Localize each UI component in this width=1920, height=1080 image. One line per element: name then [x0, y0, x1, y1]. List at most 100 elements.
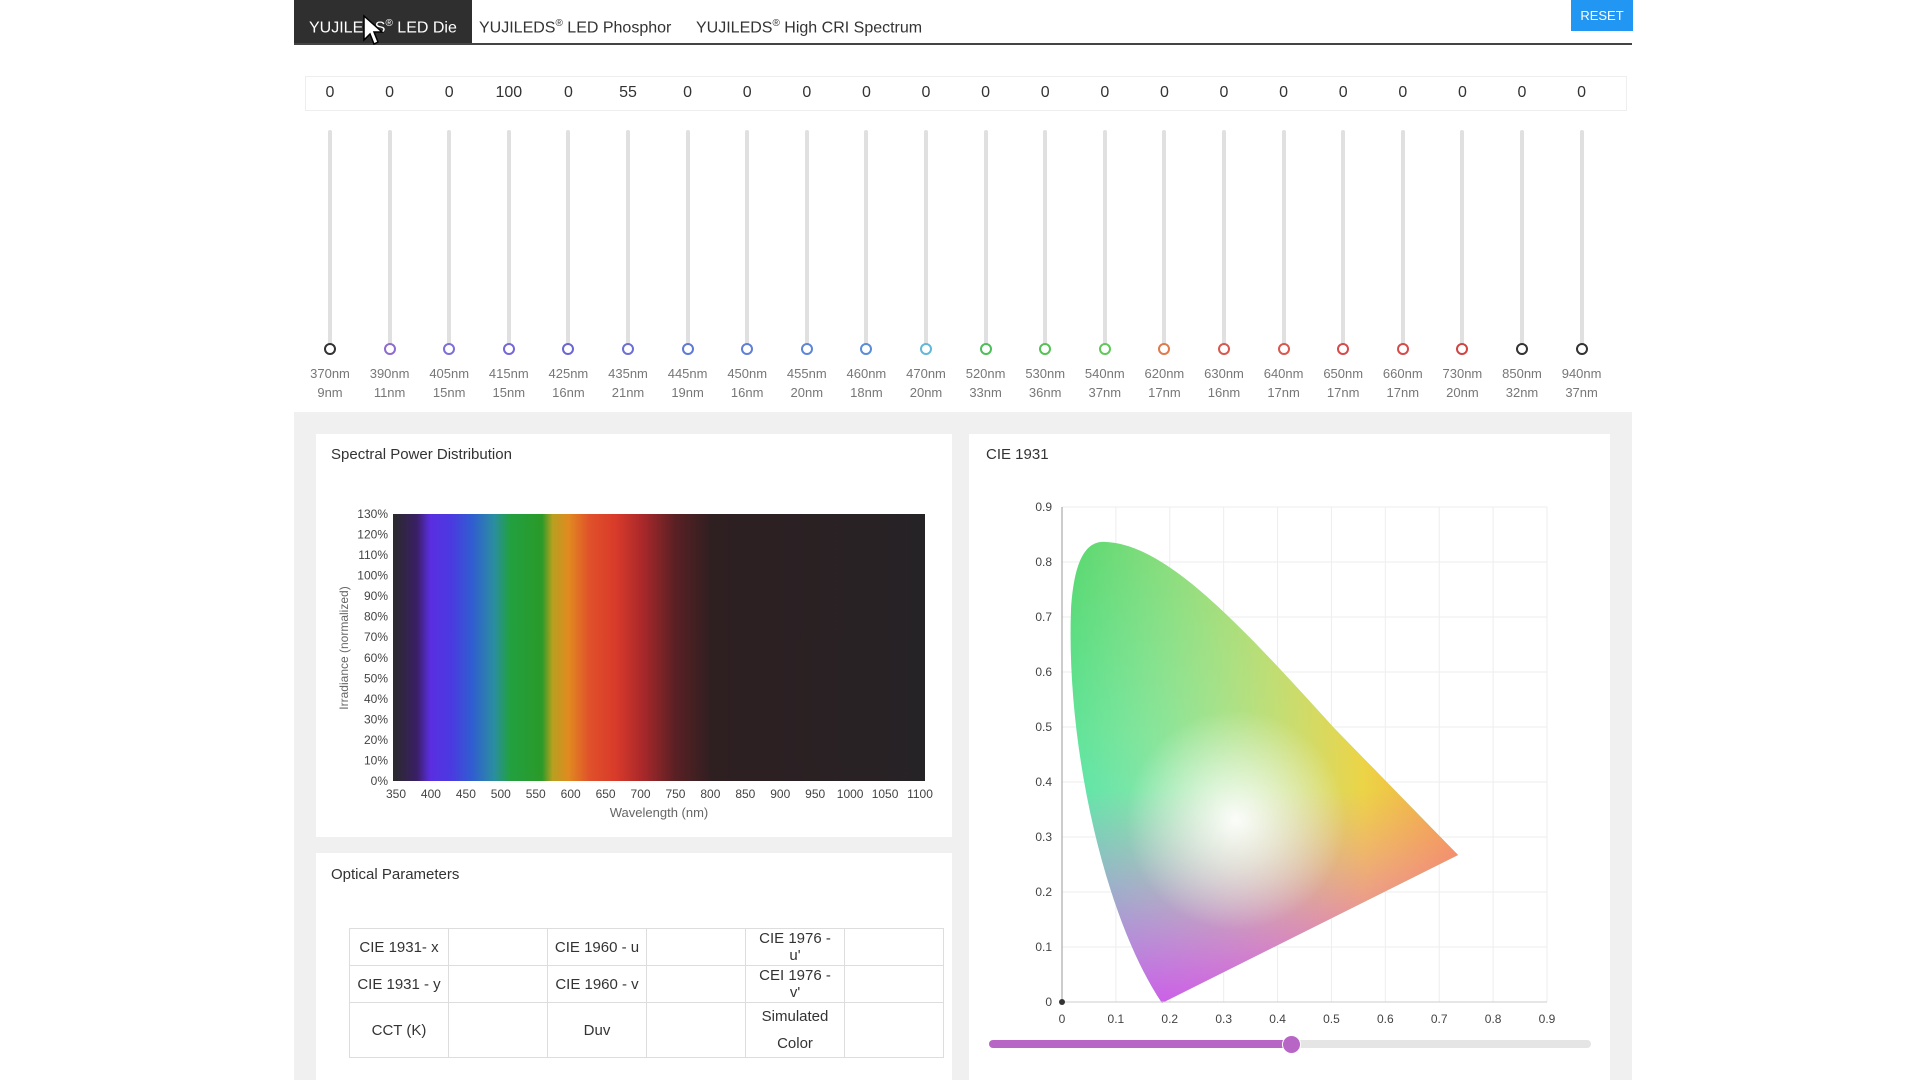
channel-value[interactable]: 100: [495, 84, 523, 101]
cie-slider-fill: [989, 1040, 1290, 1048]
channel-label: 530nm 36nm: [1013, 364, 1077, 402]
channel-slider-track[interactable]: [1162, 130, 1167, 350]
channel-slider-track[interactable]: [864, 130, 869, 350]
channel-slider-handle[interactable]: [443, 343, 456, 355]
channel-slider-track[interactable]: [566, 130, 571, 350]
table-row: CIE 1931 - y CIE 1960 - v CEI 1976 - v': [349, 965, 944, 1003]
cie-y-tick: 0.4: [1035, 775, 1052, 789]
channel-value[interactable]: 0: [1219, 84, 1229, 101]
channel-slider-track[interactable]: [1460, 130, 1465, 350]
spd-x-tick: 850: [735, 787, 755, 801]
channel-value[interactable]: 0: [1517, 84, 1527, 101]
channel-value[interactable]: 0: [1577, 84, 1587, 101]
tab-label-suffix: LED Phosphor: [562, 19, 672, 37]
channel-slider-handle[interactable]: [502, 343, 515, 355]
channel-slider-handle[interactable]: [1516, 343, 1528, 355]
channel-value[interactable]: 0: [861, 84, 871, 101]
channel-slider-handle[interactable]: [800, 343, 813, 355]
channel-slider-handle[interactable]: [562, 343, 575, 355]
channel-slider-track[interactable]: [387, 130, 392, 350]
channel-slider-handle[interactable]: [741, 343, 754, 355]
spectrum-band: [393, 514, 925, 781]
channel-slider-handle[interactable]: [1456, 343, 1469, 355]
channel-slider-handle[interactable]: [979, 343, 992, 355]
channel-slider-track[interactable]: [1102, 130, 1107, 350]
channel-value[interactable]: 0: [1040, 84, 1050, 101]
channel-slider-handle[interactable]: [1337, 343, 1350, 355]
channel-fwhm: 11nm: [373, 385, 406, 400]
channel-slider-track[interactable]: [1520, 130, 1524, 350]
channel-fwhm: 20nm: [909, 385, 943, 400]
channel-slider-handle[interactable]: [1039, 343, 1052, 355]
cie-origin-point: [1059, 999, 1065, 1005]
channel-slider-track[interactable]: [1043, 130, 1048, 350]
channel-slider-track[interactable]: [626, 130, 630, 350]
channel-fwhm: 17nm: [1386, 385, 1420, 400]
reset-button[interactable]: RESET: [1571, 0, 1633, 31]
channel-wavelength: 620nm: [1144, 366, 1185, 381]
channel-slider-handle[interactable]: [681, 343, 694, 355]
tab-sup: ®: [385, 18, 393, 29]
channel-slider-track[interactable]: [1579, 130, 1584, 350]
channel-slider-track[interactable]: [328, 130, 332, 350]
spd-x-tick: 400: [421, 787, 441, 801]
channel-value[interactable]: 0: [981, 84, 991, 101]
channel-value[interactable]: 0: [683, 84, 693, 101]
channel-slider-handle[interactable]: [1158, 343, 1171, 355]
channel-fwhm: 32nm: [1505, 385, 1539, 400]
channel-slider-handle[interactable]: [920, 343, 932, 355]
channel-fwhm: 15nm: [432, 385, 466, 400]
channel-slider-handle[interactable]: [1277, 343, 1290, 355]
tab-led-phosphor[interactable]: YUJILEDS® LED Phosphor: [464, 0, 686, 43]
channel-value[interactable]: 0: [1338, 84, 1348, 101]
channel-wavelength: 435nm: [608, 366, 648, 381]
channel-slider-track[interactable]: [685, 130, 690, 350]
channel-value[interactable]: 0: [563, 84, 573, 101]
channel-slider-track[interactable]: [1281, 130, 1286, 350]
channel-slider-handle[interactable]: [860, 343, 873, 355]
channel-value[interactable]: 0: [802, 84, 812, 101]
channel-slider-handle[interactable]: [1575, 343, 1588, 355]
channel-value[interactable]: 0: [1398, 84, 1408, 101]
channel-slider-handle[interactable]: [1098, 343, 1111, 355]
cie-x-tick: 0.6: [1377, 1012, 1394, 1026]
channel-value[interactable]: 0: [1159, 84, 1169, 101]
channel-slider-track[interactable]: [1400, 130, 1405, 350]
spd-y-label: Irradiance (normalized): [337, 586, 351, 709]
channel-value[interactable]: 55: [619, 84, 637, 101]
channel-fwhm: 17nm: [1326, 385, 1360, 400]
channel-fwhm: 33nm: [969, 385, 1002, 400]
channel-value[interactable]: 0: [1279, 84, 1289, 101]
channel-slider-track[interactable]: [924, 130, 928, 350]
channel-slider-handle[interactable]: [1396, 343, 1409, 355]
tab-high-cri-spectrum[interactable]: YUJILEDS® High CRI Spectrum: [681, 0, 937, 43]
channel-slider-track[interactable]: [1222, 130, 1226, 350]
channel-value[interactable]: 0: [1457, 84, 1467, 101]
table-cell: [646, 965, 746, 1003]
channel-value[interactable]: 0: [742, 84, 752, 101]
table-cell: [448, 965, 548, 1003]
tab-sup: ®: [772, 18, 780, 29]
channel-slider-track[interactable]: [804, 130, 809, 350]
channel-slider-track[interactable]: [983, 130, 988, 350]
channel-value[interactable]: 0: [444, 84, 454, 101]
channel-wavelength: 455nm: [786, 366, 827, 381]
channel-slider-handle[interactable]: [622, 343, 634, 355]
channel-slider-handle[interactable]: [383, 343, 396, 355]
tab-label: YUJILEDS: [696, 19, 773, 37]
channel-value[interactable]: 0: [385, 84, 395, 101]
channel-value[interactable]: 0: [921, 84, 931, 101]
channel-label: 470nm 20nm: [894, 364, 958, 402]
channel-slider-track[interactable]: [506, 130, 511, 350]
channel-slider-handle[interactable]: [324, 343, 336, 355]
channel-value[interactable]: 0: [325, 84, 335, 101]
channel-value[interactable]: 0: [1100, 84, 1110, 101]
channel-slider-track[interactable]: [447, 130, 452, 350]
channel-slider-track[interactable]: [745, 130, 750, 350]
cie-slider-handle[interactable]: [1282, 1035, 1301, 1054]
cie-x-tick: 0.2: [1161, 1012, 1178, 1026]
tab-led-die[interactable]: YUJILEDS® LED Die: [294, 0, 472, 43]
channel-slider-track[interactable]: [1341, 130, 1346, 350]
table-row: CCT (K) Duv Simulated Color: [349, 1002, 944, 1058]
channel-slider-handle[interactable]: [1218, 343, 1230, 355]
